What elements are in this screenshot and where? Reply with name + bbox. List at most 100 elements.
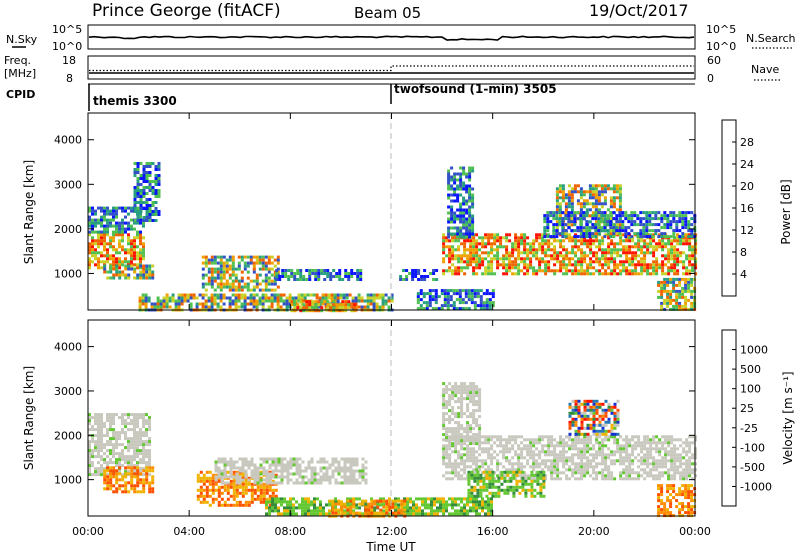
velocity-cell-4 (271, 509, 274, 513)
power-cell-10 (670, 242, 674, 246)
power-cell-4 (201, 267, 205, 271)
velocity-cell-3 (289, 472, 293, 476)
power-cell-13 (663, 217, 667, 221)
power-cell-4 (273, 288, 277, 292)
velocity-cell-3 (364, 472, 368, 476)
velocity-cell-4 (409, 512, 412, 516)
velocity-cell-4 (478, 503, 481, 507)
nsky-label: N.Sky (6, 33, 38, 46)
power-cell-10 (622, 263, 626, 267)
velocity-cell-6 (565, 474, 569, 478)
velocity-cell-2 (211, 476, 215, 480)
nsky-trace (88, 35, 695, 41)
power-cell-3 (151, 162, 155, 165)
power-cell-9 (440, 307, 444, 311)
power-cell-5 (359, 278, 363, 281)
velocity-cell-6 (535, 465, 539, 469)
velocity-cell-1 (148, 484, 152, 488)
velocity-cell-6 (511, 438, 515, 442)
velocity-cell-6 (478, 459, 482, 463)
power-cell-5 (350, 272, 354, 275)
power-cell-4 (228, 255, 232, 259)
power-cell-13 (618, 220, 622, 224)
power-cell-11 (462, 223, 466, 227)
power-cell-6 (381, 302, 385, 306)
power-cell-2 (112, 273, 116, 277)
power-cell-13 (660, 235, 664, 239)
power-cell-0 (136, 251, 139, 255)
velocity-cell-6 (577, 477, 581, 481)
velocity-cell-4 (430, 512, 433, 516)
power-cell-1 (97, 206, 100, 210)
power-cell-13 (630, 220, 634, 224)
power-cell-10 (631, 269, 635, 273)
power-cell-12 (555, 199, 559, 203)
power-cell-0 (103, 236, 106, 240)
power-cell-14 (684, 304, 688, 308)
velocity-cell-5 (340, 508, 344, 512)
power-cell-6 (189, 302, 193, 306)
power-cell-10 (685, 266, 689, 270)
velocity-cell-0 (148, 416, 151, 420)
velocity-cell-5 (340, 502, 344, 506)
velocity-cell-6 (559, 456, 563, 460)
power-ytick-label: 2000 (54, 223, 82, 236)
power-cell-8 (429, 272, 433, 275)
power-cell-12 (561, 190, 565, 194)
velocity-cell-1 (130, 466, 134, 470)
velocity-cell-6 (529, 465, 533, 469)
velocity-cell-6 (571, 444, 575, 448)
power-cell-14 (660, 286, 664, 290)
power-cell-10 (499, 236, 503, 240)
velocity-cell-3 (316, 460, 320, 464)
power-cell-12 (555, 226, 559, 230)
power-cell-10 (628, 263, 632, 267)
velocity-cell-3 (328, 478, 332, 482)
velocity-cell-3 (319, 460, 323, 464)
velocity-cell-0 (88, 458, 91, 462)
velocity-cell-3 (238, 475, 242, 479)
velocity-cell-0 (103, 422, 106, 426)
velocity-cell-0 (100, 470, 103, 474)
power-cell-13 (672, 220, 676, 224)
power-cell-0 (100, 242, 103, 246)
velocity-cell-3 (226, 481, 230, 485)
power-cell-11 (468, 223, 472, 227)
power-cell-10 (691, 251, 695, 255)
power-cell-10 (613, 260, 617, 264)
power-cell-14 (675, 301, 679, 305)
power-cell-10 (616, 266, 620, 270)
velocity-cell-3 (232, 463, 236, 467)
power-cell-12 (594, 205, 598, 209)
velocity-cell-3 (268, 472, 272, 476)
power-cell-6 (219, 296, 223, 300)
velocity-cell-6 (571, 459, 575, 463)
velocity-cell-2 (259, 491, 263, 495)
power-cell-6 (387, 296, 391, 300)
velocity-cell-3 (319, 469, 323, 473)
velocity-cell-3 (220, 457, 224, 461)
velocity-cell-6 (556, 477, 560, 481)
power-cell-7 (296, 303, 300, 307)
velocity-cell-0 (121, 428, 124, 432)
power-cell-0 (127, 242, 130, 246)
power-cell-13 (666, 214, 670, 218)
velocity-cell-4 (313, 512, 316, 516)
power-cell-1 (100, 221, 103, 225)
power-cell-7 (314, 306, 318, 310)
power-cell-5 (290, 275, 294, 278)
power-cell-10 (694, 245, 698, 249)
velocity-cell-3 (292, 481, 296, 485)
velocity-cell-4 (421, 509, 424, 513)
power-cell-10 (634, 272, 638, 276)
power-cell-8 (414, 272, 418, 275)
power-cell-2 (121, 270, 125, 274)
power-cell-14 (681, 292, 685, 296)
power-cell-10 (442, 257, 446, 261)
power-cell-6 (357, 293, 361, 297)
power-cell-1 (91, 224, 94, 228)
power-cell-14 (660, 304, 664, 308)
power-cell-14 (660, 283, 664, 287)
power-cell-6 (243, 305, 247, 309)
velocity-cell-3 (349, 481, 353, 485)
